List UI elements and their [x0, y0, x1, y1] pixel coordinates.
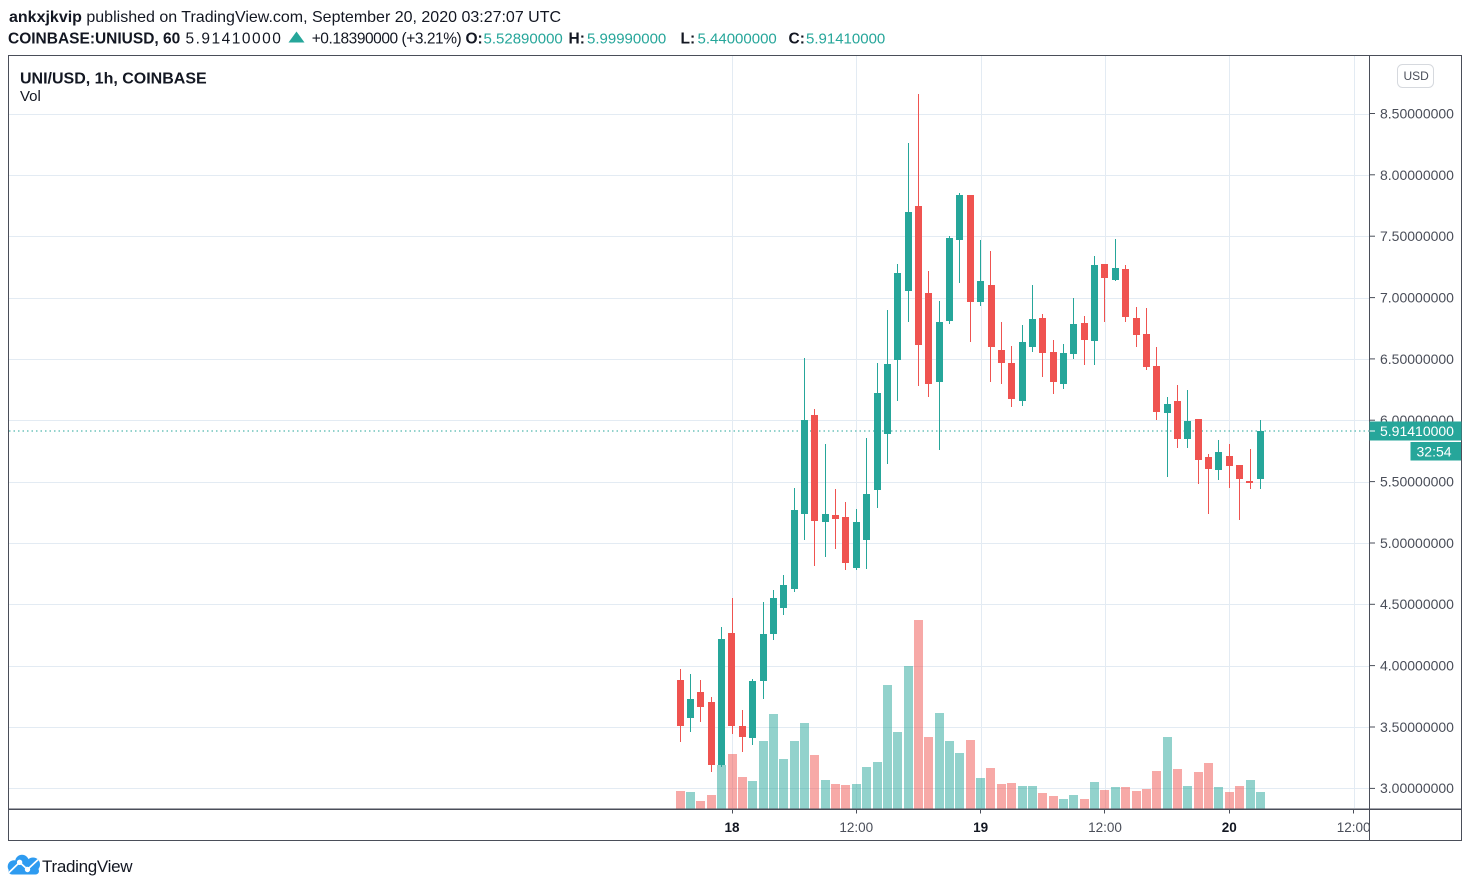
svg-text:+0.18390000 (+3.21%): +0.18390000 (+3.21%) — [312, 30, 462, 47]
svg-text:C:: C: — [789, 30, 805, 47]
svg-text:12:00: 12:00 — [1088, 820, 1122, 835]
svg-text:3.50000000: 3.50000000 — [1380, 719, 1454, 735]
svg-text:5.99990000: 5.99990000 — [587, 30, 666, 47]
svg-text:ankxjkvip published on Trading: ankxjkvip published on TradingView.com, … — [9, 9, 561, 26]
svg-text:H:: H: — [569, 30, 585, 47]
svg-text:12:00: 12:00 — [1337, 820, 1371, 835]
svg-text:19: 19 — [973, 820, 988, 835]
svg-text:5.52890000: 5.52890000 — [484, 30, 563, 47]
svg-text:8.50000000: 8.50000000 — [1380, 105, 1454, 121]
svg-text:TradingView: TradingView — [42, 857, 133, 876]
svg-text:4.00000000: 4.00000000 — [1380, 658, 1454, 674]
svg-text:USD: USD — [1404, 69, 1430, 83]
svg-text:18: 18 — [724, 820, 740, 835]
svg-text:5.44000000: 5.44000000 — [698, 30, 777, 47]
svg-text:5.91410000: 5.91410000 — [806, 30, 885, 47]
svg-text:8.00000000: 8.00000000 — [1380, 167, 1454, 183]
svg-text:5.50000000: 5.50000000 — [1380, 474, 1454, 490]
svg-text:7.50000000: 7.50000000 — [1380, 228, 1454, 244]
svg-text:20: 20 — [1222, 820, 1237, 835]
svg-text:32:54: 32:54 — [1417, 443, 1452, 459]
svg-text:6.50000000: 6.50000000 — [1380, 351, 1454, 367]
svg-text:L:: L: — [681, 30, 696, 47]
svg-text:12:00: 12:00 — [839, 820, 873, 835]
svg-text:3.00000000: 3.00000000 — [1380, 780, 1454, 796]
svg-text:Vol: Vol — [20, 88, 41, 105]
svg-text:5.91410000: 5.91410000 — [1380, 423, 1454, 439]
svg-text:O:: O: — [466, 30, 483, 47]
svg-text:5.00000000: 5.00000000 — [1380, 535, 1454, 551]
svg-text:COINBASE:UNIUSD, 60: COINBASE:UNIUSD, 60 — [8, 30, 180, 47]
svg-text:5.91410000: 5.91410000 — [186, 30, 283, 47]
svg-text:4.50000000: 4.50000000 — [1380, 596, 1454, 612]
svg-text:UNI/USD, 1h, COINBASE: UNI/USD, 1h, COINBASE — [20, 71, 207, 88]
svg-text:7.00000000: 7.00000000 — [1380, 289, 1454, 305]
